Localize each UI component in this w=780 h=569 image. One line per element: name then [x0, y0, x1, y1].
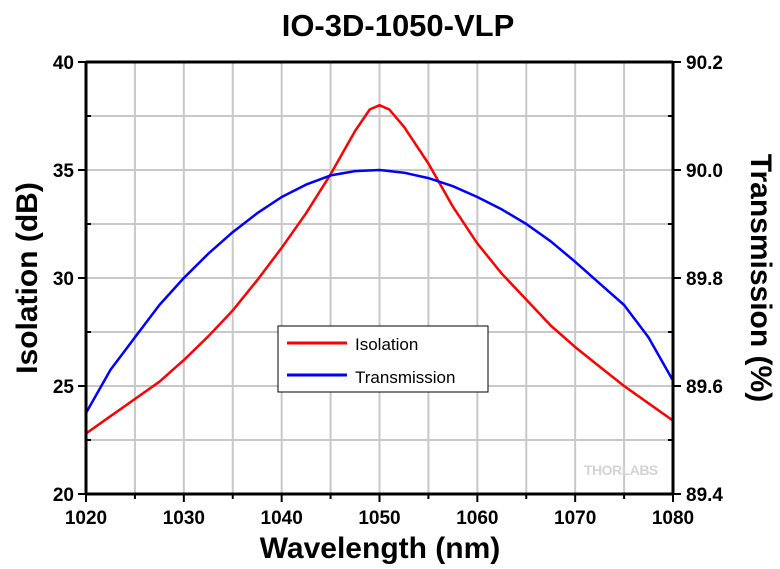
legend-box: [277, 325, 489, 393]
y2-tick-label: 89.6: [686, 377, 723, 398]
chart-title: IO-3D-1050-VLP: [282, 8, 515, 43]
thorlabs-watermark: THORLABS: [584, 462, 658, 478]
y-axis-label: Isolation (dB): [11, 182, 44, 374]
grid: [86, 62, 673, 494]
series-group: [84, 103, 675, 435]
y2-tick-label: 89.4: [686, 485, 723, 506]
y2-axis-label: Transmission (%): [744, 154, 777, 402]
x-tick-label: 1080: [652, 508, 694, 529]
series-line-transmission: [84, 168, 675, 414]
x-tick-label: 1030: [163, 508, 205, 529]
x-tick-label: 1020: [65, 508, 107, 529]
series-line-isolation: [85, 103, 674, 435]
axes: [78, 60, 681, 502]
x-tick-label: 1040: [261, 508, 303, 529]
y2-tick-label: 89.8: [686, 269, 723, 290]
x-tick-label: 1070: [554, 508, 596, 529]
y-tick-label: 30: [53, 269, 74, 290]
legend: Isolation Transmission: [277, 325, 489, 393]
legend-label-isolation: Isolation: [355, 335, 418, 354]
legend-label-transmission: Transmission: [355, 368, 455, 387]
y-tick-label: 40: [53, 53, 74, 74]
x-tick-label: 1060: [456, 508, 498, 529]
y2-tick-label: 90.2: [686, 53, 723, 74]
tick-labels: 1020 1030 1040 1050 1060 1070 1080 20 25 30 35 40 89…: [53, 53, 724, 529]
y-tick-label: 25: [53, 377, 75, 398]
watermark-text: THORLABS: [584, 462, 658, 478]
x-axis-label: Wavelength (nm): [260, 532, 501, 565]
x-tick-label: 1050: [358, 508, 400, 529]
y-tick-label: 35: [53, 161, 75, 182]
y-tick-label: 20: [53, 485, 74, 506]
y2-tick-label: 90.0: [686, 161, 723, 182]
